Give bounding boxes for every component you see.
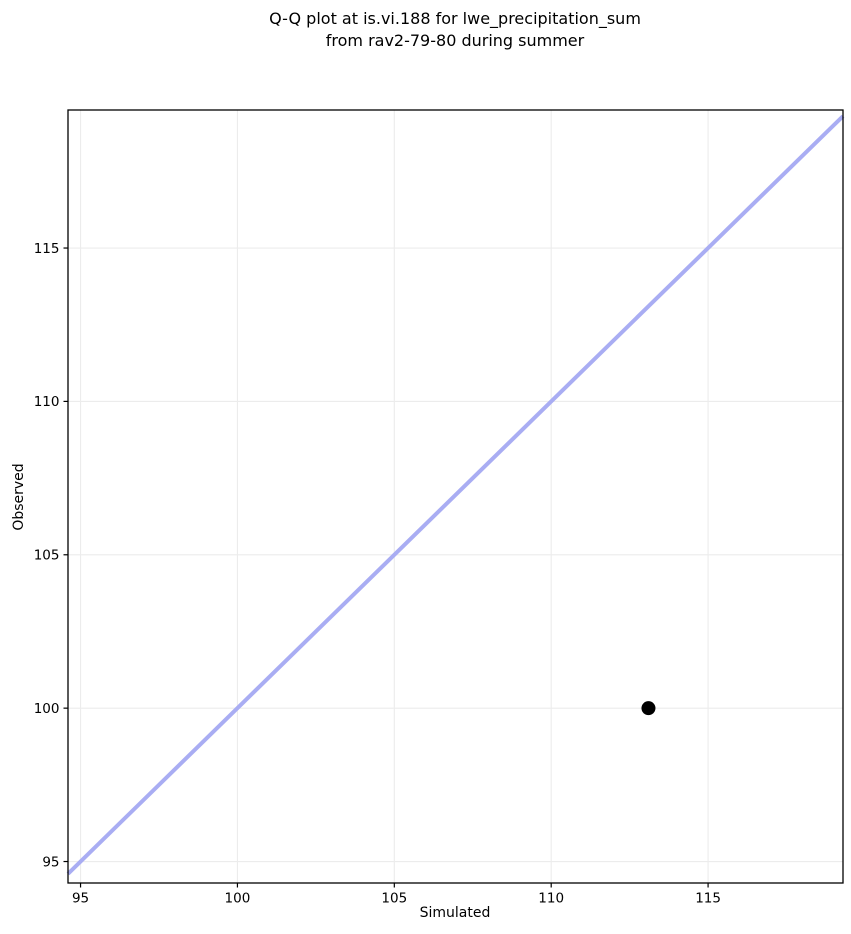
y-tick-label: 115 xyxy=(34,241,60,257)
observed-vs-simulated-point xyxy=(641,701,656,716)
identity-line xyxy=(66,114,845,876)
x-tick-label: 110 xyxy=(538,891,564,907)
y-axis-label: Observed xyxy=(11,463,27,531)
y-tick-label: 95 xyxy=(42,854,59,870)
x-tick-label: 100 xyxy=(225,891,251,907)
x-tick-label: 115 xyxy=(695,891,721,907)
y-tick-label: 110 xyxy=(34,394,60,410)
x-tick-label: 95 xyxy=(72,891,89,907)
x-tick-label: 105 xyxy=(381,891,407,907)
chart-title: Q-Q plot at is.vi.188 for lwe_precipitat… xyxy=(269,9,641,50)
x-axis-label: Simulated xyxy=(419,905,491,921)
plot-border xyxy=(67,109,844,884)
y-tick-label: 105 xyxy=(34,548,60,564)
y-tick-label: 100 xyxy=(34,701,60,717)
